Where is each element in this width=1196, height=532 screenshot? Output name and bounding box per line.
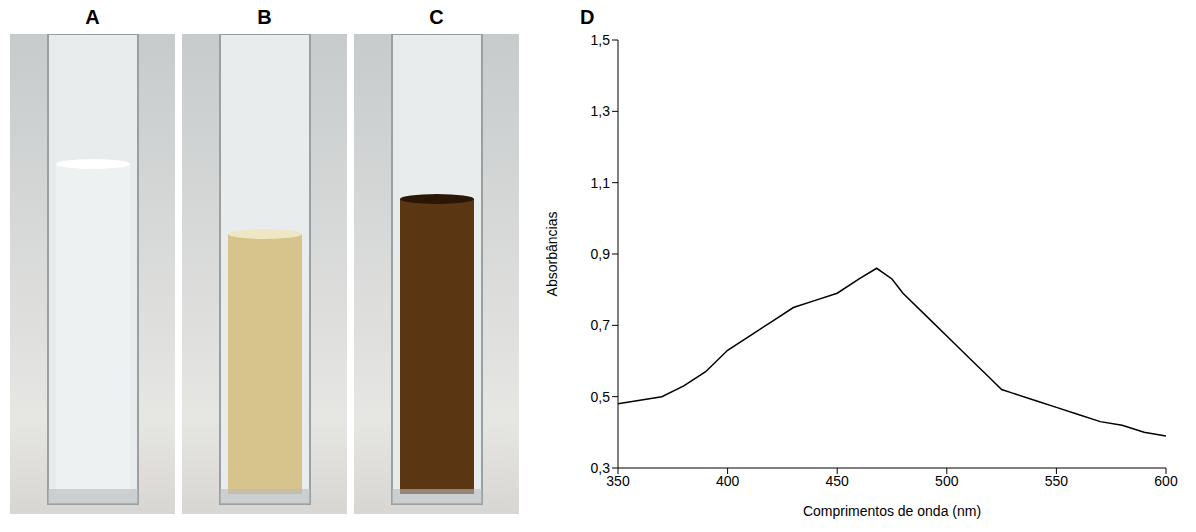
svg-text:500: 500 <box>935 473 959 489</box>
html-text:B: B <box>257 6 272 28</box>
svg-text:0,9: 0,9 <box>591 246 611 262</box>
svg-text:0,5: 0,5 <box>591 389 611 405</box>
svg-text:1,5: 1,5 <box>591 32 611 48</box>
svg-text:1,3: 1,3 <box>591 103 611 119</box>
svg-text:1,1: 1,1 <box>591 175 611 191</box>
html-text:C: C <box>429 6 444 28</box>
svg-text:Comprimentos de onda (nm): Comprimentos de onda (nm) <box>803 503 981 519</box>
svg-text:350: 350 <box>606 472 630 489</box>
svg-text:550: 550 <box>1045 473 1069 489</box>
svg-text:0,3: 0,3 <box>591 460 611 476</box>
html-text:D: D <box>580 6 595 28</box>
svg-text:0,7: 0,7 <box>591 317 611 333</box>
svg-text:400: 400 <box>716 473 740 489</box>
svg-text:450: 450 <box>826 473 850 489</box>
svg-text:600: 600 <box>1154 473 1178 489</box>
svg-text:Absorbâncias: Absorbâncias <box>544 212 560 297</box>
html-text:A: A <box>85 6 100 28</box>
